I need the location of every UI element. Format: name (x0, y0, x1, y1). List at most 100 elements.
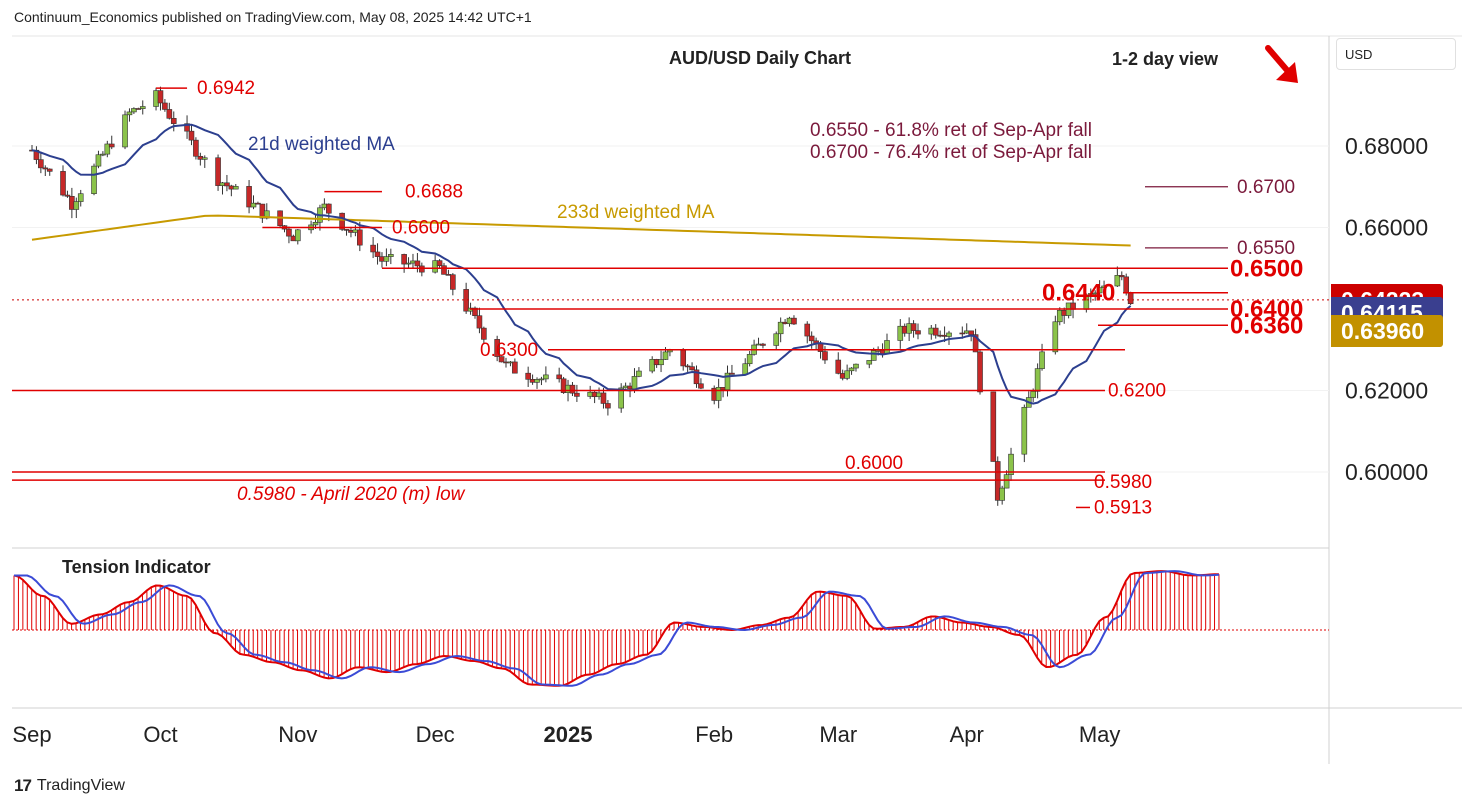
candle-body (374, 251, 381, 257)
candle-body (658, 359, 664, 366)
arrow-head (1276, 62, 1298, 83)
candle-body (166, 109, 173, 119)
candle-body (1039, 351, 1045, 369)
y-tick-label: 0.60000 (1345, 459, 1428, 485)
x-tick-label: 2025 (544, 722, 593, 747)
candle-body (968, 330, 974, 335)
x-tick-label: Dec (416, 722, 455, 747)
tradingview-logo-text: TradingView (36, 777, 125, 794)
candle-body (512, 361, 518, 374)
candle-body (636, 370, 642, 377)
candle-body (835, 359, 842, 374)
candle-body (162, 102, 168, 110)
x-tick-label: Feb (695, 722, 733, 747)
candle-body (1087, 293, 1094, 296)
candle-body (649, 359, 656, 372)
candle-body (193, 139, 199, 157)
candle-body (104, 143, 111, 155)
candle-body (667, 349, 673, 353)
level-label: 0.6200 (1108, 381, 1166, 402)
tradingview-footer[interactable]: 17 TradingView (14, 776, 125, 796)
candle-body (170, 118, 177, 124)
indicator-line-red (13, 570, 1219, 687)
candle-body (383, 256, 390, 262)
candle-body (250, 202, 257, 208)
candle-body (232, 186, 239, 190)
candle-body (108, 143, 115, 148)
candle-body (724, 372, 731, 391)
candle-body (388, 254, 394, 257)
candle-body (1034, 368, 1041, 392)
candle-body (534, 379, 540, 383)
candle-body (476, 315, 483, 329)
level-label: 0.6550 (1237, 238, 1295, 259)
candle-body (662, 351, 669, 360)
ma21-legend: 21d weighted MA (248, 134, 395, 155)
candle-body (370, 244, 376, 253)
level-label: 0.6000 (845, 453, 903, 474)
level-label: 0.5913 (1094, 497, 1152, 518)
level-label: 0.6688 (405, 182, 463, 203)
level-label: 0.6700 (1237, 177, 1295, 198)
candle-body (1056, 310, 1063, 323)
candle-body (959, 332, 966, 335)
x-tick-label: May (1079, 722, 1121, 747)
candle-body (60, 171, 66, 196)
candle-body (680, 349, 687, 367)
x-tick-label: Mar (819, 722, 857, 747)
candle-body (131, 108, 137, 113)
candle-body (343, 229, 350, 231)
level-label: 0.6942 (197, 78, 255, 99)
candle-body (822, 351, 828, 361)
candle-body (450, 274, 456, 290)
candle-body (312, 221, 319, 226)
candle-body (294, 229, 301, 242)
candle-body (1030, 391, 1036, 398)
indicator-line-blue (14, 570, 1220, 687)
x-tick-label: Sep (12, 722, 51, 747)
candle-body (326, 203, 332, 214)
publisher-line: Continuum_Economics published on Trading… (14, 9, 532, 25)
candle-body (494, 339, 500, 357)
level-label: 0.6440 (1042, 280, 1115, 307)
level-label: 0.5980 - April 2020 (m) low (237, 484, 466, 505)
candle-body (401, 254, 407, 265)
candle-body (286, 228, 292, 237)
currency-selector[interactable]: USD (1336, 38, 1456, 70)
candle-body (1021, 406, 1028, 455)
candle-body (932, 327, 939, 336)
candle-body (201, 157, 208, 160)
candle-body (73, 201, 80, 210)
fib-note: 0.6550 - 61.8% ret of Sep-Apr fall (810, 120, 1092, 141)
candle-body (46, 168, 53, 172)
candle-body (1096, 287, 1103, 294)
candle-body (126, 111, 133, 116)
price-pane (12, 86, 1329, 509)
candle-body (910, 323, 917, 331)
candle-body (689, 366, 695, 371)
candle-body (773, 333, 780, 346)
candle-body (1092, 292, 1098, 295)
candle-body (157, 90, 164, 104)
candle-body (693, 369, 700, 385)
candle-body (525, 372, 531, 380)
y-tick-label: 0.62000 (1345, 378, 1428, 404)
candle-body (791, 317, 797, 325)
candle-body (631, 376, 638, 390)
axis-layer: 0.60000 0.62000 0.66000 0.68000 Sep Oct Nov Dec… (12, 133, 1428, 747)
candle-body (122, 114, 128, 148)
candle-body (804, 323, 811, 337)
candle-body (472, 307, 478, 317)
candle-body (556, 374, 562, 380)
x-tick-label: Oct (143, 722, 177, 747)
candle-body (977, 351, 983, 393)
candle-body (870, 350, 877, 361)
candle-body (844, 370, 850, 379)
candle-body (357, 229, 363, 246)
candle-body (246, 186, 252, 208)
candle-body (215, 157, 221, 186)
candle-body (543, 374, 549, 380)
candle-body (848, 367, 855, 372)
candle-body (915, 330, 921, 335)
